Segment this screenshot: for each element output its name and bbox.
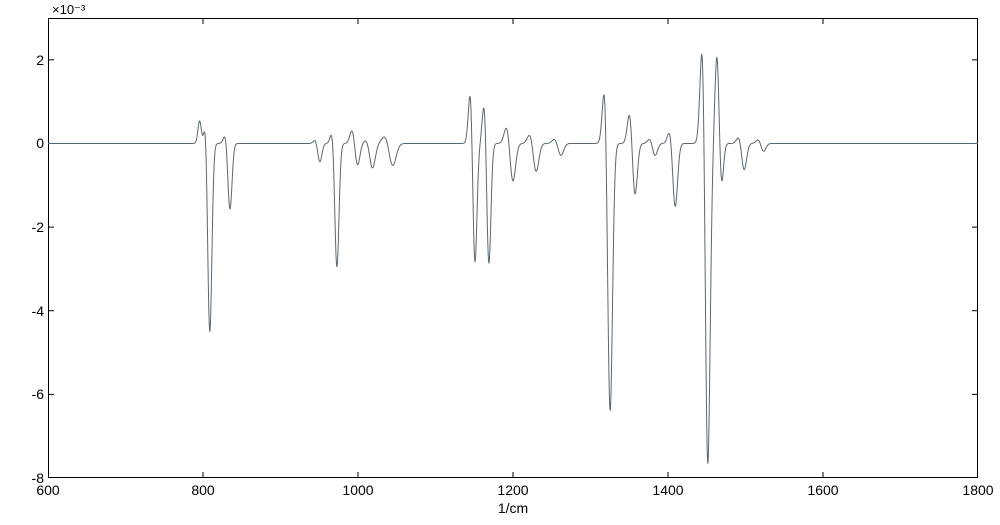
x-axis-label: 1/cm [498, 500, 528, 516]
y-tick-label: -4 [24, 303, 44, 319]
x-tick-label: 1200 [497, 482, 528, 498]
y-exponent-label: ×10⁻³ [52, 2, 85, 18]
x-tick-label: 1400 [652, 482, 683, 498]
x-tick-label: 1800 [962, 482, 993, 498]
x-tick-label: 1000 [342, 482, 373, 498]
y-tick-label: -6 [24, 386, 44, 402]
y-tick-label: -2 [24, 219, 44, 235]
x-tick-label: 1600 [807, 482, 838, 498]
y-tick-label: 0 [24, 135, 44, 151]
x-tick-label: 800 [191, 482, 214, 498]
line-chart [48, 18, 978, 478]
figure-container: { "chart": { "type": "line", "background… [0, 0, 1000, 525]
y-tick-label: 2 [24, 52, 44, 68]
y-tick-label: -8 [24, 470, 44, 486]
